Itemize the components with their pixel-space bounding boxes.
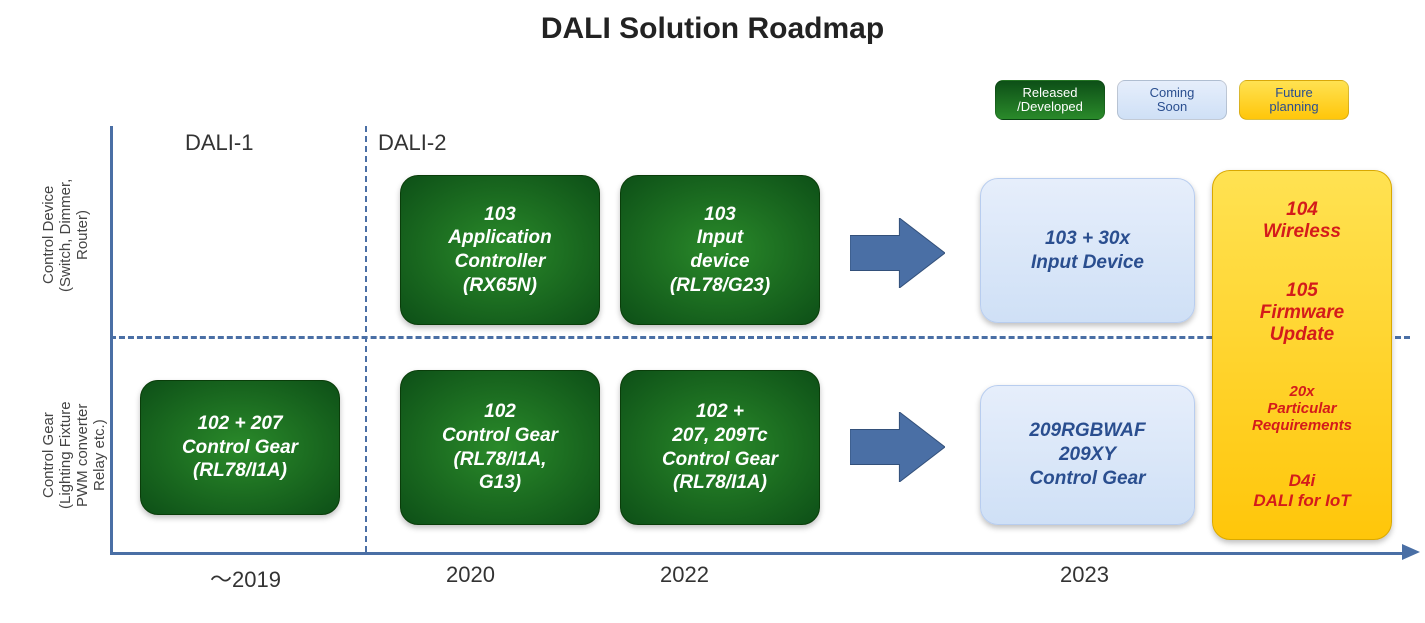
page-title: DALI Solution Roadmap [0, 12, 1425, 46]
legend-item-0: Released/Developed [995, 80, 1105, 120]
legend-item-1: ComingSoon [1117, 80, 1227, 120]
x-axis-label-3: 2023 [1060, 562, 1109, 588]
card-line: (RL78/I1A, [454, 448, 547, 472]
x-axis-label-0: ～2019 [210, 562, 281, 594]
generation-label-1: DALI-2 [378, 130, 446, 156]
legend-line: Coming [1150, 86, 1195, 100]
card-line: Input Device [1031, 251, 1144, 275]
card-line: 20x [1252, 383, 1352, 400]
flow-arrow-icon [850, 412, 945, 482]
coming-card-0: 103 + 30xInput Device [980, 178, 1195, 323]
card-line: Update [1260, 324, 1344, 346]
card-line: 103 [484, 203, 516, 227]
card-line: G13) [479, 471, 521, 495]
x-axis-label-1: 2020 [446, 562, 495, 588]
x-axis-arrowhead [1402, 544, 1420, 560]
card-line: device [690, 250, 749, 274]
card-line: DALI for IoT [1253, 491, 1350, 511]
released-card-0: 102 + 207Control Gear(RL78/I1A) [140, 380, 340, 515]
card-line: 209XY [1059, 443, 1116, 467]
card-line: 209RGBWAF [1029, 419, 1145, 443]
card-line: Particular [1252, 400, 1352, 417]
card-line: Firmware [1260, 302, 1344, 324]
future-item-0: 104Wireless [1263, 199, 1341, 243]
legend-item-2: Futureplanning [1239, 80, 1349, 120]
legend-line: Soon [1157, 100, 1187, 114]
legend-line: Future [1275, 86, 1313, 100]
card-line: (RX65N) [463, 274, 537, 298]
legend-line: Released [1023, 86, 1078, 100]
generation-label-0: DALI-1 [185, 130, 253, 156]
row-label-0: Control Device(Switch, Dimmer,Router) [40, 170, 91, 300]
future-item-3: D4iDALI for IoT [1253, 471, 1350, 510]
released-card-2: 102Control Gear(RL78/I1A,G13) [400, 370, 600, 525]
coming-card-1: 209RGBWAF209XYControl Gear [980, 385, 1195, 525]
card-line: Controller [455, 250, 546, 274]
card-line: Application [448, 226, 551, 250]
flow-arrow-icon [850, 218, 945, 288]
card-line: 207, 209Tc [672, 424, 767, 448]
row-label-1: Control Gear(Lighting FixturePWM convert… [40, 370, 108, 540]
card-line: (RL78/I1A) [673, 471, 767, 495]
legend: Released/Developed ComingSoon Futureplanni… [995, 80, 1349, 120]
released-card-3: 103Inputdevice(RL78/G23) [620, 175, 820, 325]
y-axis-line [110, 126, 113, 554]
card-line: Requirements [1252, 417, 1352, 434]
card-line: 102 + [696, 400, 744, 424]
card-line: 105 [1260, 280, 1344, 302]
released-card-4: 102 +207, 209TcControl Gear(RL78/I1A) [620, 370, 820, 525]
card-line: Wireless [1263, 221, 1341, 243]
card-line: 104 [1263, 199, 1341, 221]
card-line: 103 [704, 203, 736, 227]
card-line: Input [697, 226, 743, 250]
card-line: Control Gear [182, 436, 298, 460]
card-line: (RL78/G23) [670, 274, 770, 298]
card-line: Control Gear [662, 448, 778, 472]
card-line: 103 + 30x [1045, 227, 1130, 251]
future-item-1: 105FirmwareUpdate [1260, 280, 1344, 346]
card-line: D4i [1253, 471, 1350, 491]
card-line: 102 + 207 [197, 412, 282, 436]
future-card: 104Wireless 105FirmwareUpdate 20xParticula… [1212, 170, 1392, 540]
future-item-2: 20xParticularRequirements [1252, 383, 1352, 435]
x-axis-line [110, 552, 1402, 555]
x-axis-label-2: 2022 [660, 562, 709, 588]
card-line: Control Gear [1029, 467, 1145, 491]
released-card-1: 103ApplicationController(RX65N) [400, 175, 600, 325]
generation-divider [365, 126, 367, 552]
legend-line: /Developed [1017, 100, 1083, 114]
card-line: (RL78/I1A) [193, 459, 287, 483]
legend-line: planning [1269, 100, 1318, 114]
card-line: Control Gear [442, 424, 558, 448]
card-line: 102 [484, 400, 516, 424]
